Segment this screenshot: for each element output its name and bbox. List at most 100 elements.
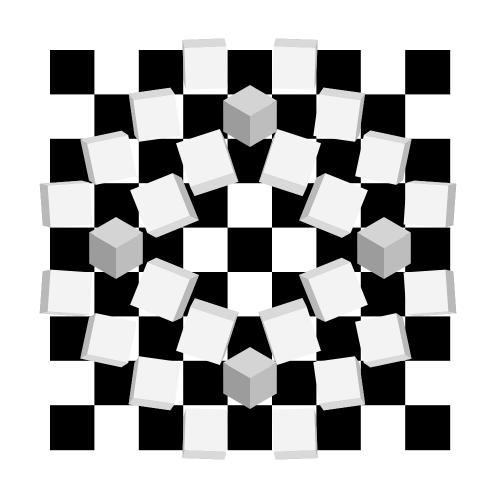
- board-square: [360, 405, 406, 451]
- board-square: [405, 360, 451, 406]
- cube-top-face: [130, 262, 190, 322]
- iso-cube-top-face: [223, 85, 277, 116]
- cube-side-face: [182, 408, 186, 458]
- iso-cube-right-face: [250, 100, 277, 147]
- board-square: [405, 227, 451, 273]
- board-square: [138, 50, 184, 95]
- iso-cube: [89, 217, 143, 279]
- cube: [299, 173, 368, 238]
- cube-side-face: [39, 183, 51, 228]
- cube-top-face: [272, 46, 316, 90]
- cube-side-face: [354, 93, 366, 142]
- cube-side-face: [39, 180, 90, 186]
- cube-side-face: [406, 311, 457, 317]
- board-square: [360, 360, 406, 406]
- cube-top-face: [184, 46, 228, 90]
- cube-top-face: [87, 313, 137, 363]
- cube: [39, 180, 93, 228]
- iso-cube: [223, 347, 277, 409]
- cube: [176, 129, 239, 196]
- cube-side-face: [190, 172, 239, 196]
- cube-side-face: [314, 408, 318, 458]
- cube-side-face: [406, 180, 457, 186]
- iso-cube-top-face: [223, 347, 277, 378]
- cube-side-face: [258, 172, 307, 197]
- board-square: [50, 227, 95, 273]
- board-square: [50, 405, 95, 451]
- cube: [130, 257, 199, 322]
- cube-top-face: [403, 182, 449, 228]
- board-square: [227, 227, 273, 273]
- board-square: [272, 227, 317, 273]
- cube: [258, 129, 321, 197]
- board-square: [405, 316, 451, 362]
- board-square: [405, 94, 451, 140]
- cube-top-face: [308, 173, 368, 233]
- board-square: [94, 272, 140, 317]
- cube-side-face: [299, 173, 326, 221]
- cube-top-face: [184, 408, 228, 452]
- cube: [39, 269, 93, 317]
- board-square: [138, 316, 184, 362]
- cube-side-face: [39, 311, 90, 317]
- board-square: [360, 94, 406, 140]
- cube-top-face: [87, 135, 137, 185]
- board-square: [94, 405, 140, 451]
- cube: [403, 269, 457, 317]
- cube-top-face: [263, 307, 321, 365]
- cube-side-face: [128, 93, 140, 142]
- cube: [130, 173, 199, 238]
- iso-cube-top-face: [89, 217, 143, 248]
- cube-top-face: [133, 356, 181, 404]
- cube: [128, 87, 181, 142]
- board-square: [405, 138, 451, 184]
- cube-side-face: [39, 269, 51, 314]
- cube-side-face: [396, 313, 412, 359]
- board-square: [227, 183, 273, 229]
- board-square: [360, 50, 406, 95]
- board-square: [316, 50, 362, 95]
- cube: [80, 130, 137, 185]
- cube-top-face: [272, 408, 316, 452]
- cube: [299, 257, 368, 322]
- cube: [355, 130, 412, 185]
- cube-top-face: [176, 307, 234, 365]
- board-square: [405, 50, 451, 95]
- board-square: [316, 405, 362, 451]
- iso-cube-left-face: [223, 362, 250, 409]
- cube: [272, 38, 318, 90]
- cube-side-face: [219, 312, 239, 365]
- iso-cube-left-face: [357, 232, 384, 279]
- cube: [272, 408, 318, 460]
- iso-cube: [357, 217, 411, 279]
- board-square: [227, 405, 273, 451]
- cube-side-face: [299, 215, 351, 238]
- cube-side-face: [273, 450, 318, 460]
- cube-side-face: [299, 257, 351, 280]
- cube-top-face: [308, 262, 368, 322]
- cube: [182, 408, 228, 460]
- board-square: [50, 94, 95, 140]
- board-square: [183, 360, 229, 406]
- cube-side-face: [273, 38, 318, 48]
- cube: [355, 313, 412, 368]
- cube: [403, 180, 457, 228]
- cube: [313, 356, 366, 411]
- cube-side-face: [258, 129, 278, 182]
- cube-side-face: [219, 129, 239, 182]
- iso-cube-right-face: [384, 232, 411, 279]
- iso-cube-top-face: [357, 217, 411, 248]
- cube: [80, 313, 137, 368]
- cube-side-face: [128, 397, 175, 411]
- cube-side-face: [172, 275, 199, 322]
- board-square: [94, 50, 140, 95]
- cube-side-face: [80, 313, 96, 359]
- cube-side-face: [182, 450, 227, 460]
- cube-side-face: [128, 87, 175, 101]
- cube-top-face: [130, 173, 190, 233]
- cube-ring: [39, 38, 457, 460]
- iso-cube: [223, 85, 277, 147]
- board-square: [138, 405, 184, 451]
- cube-top-face: [355, 313, 405, 363]
- cube-side-face: [445, 183, 457, 228]
